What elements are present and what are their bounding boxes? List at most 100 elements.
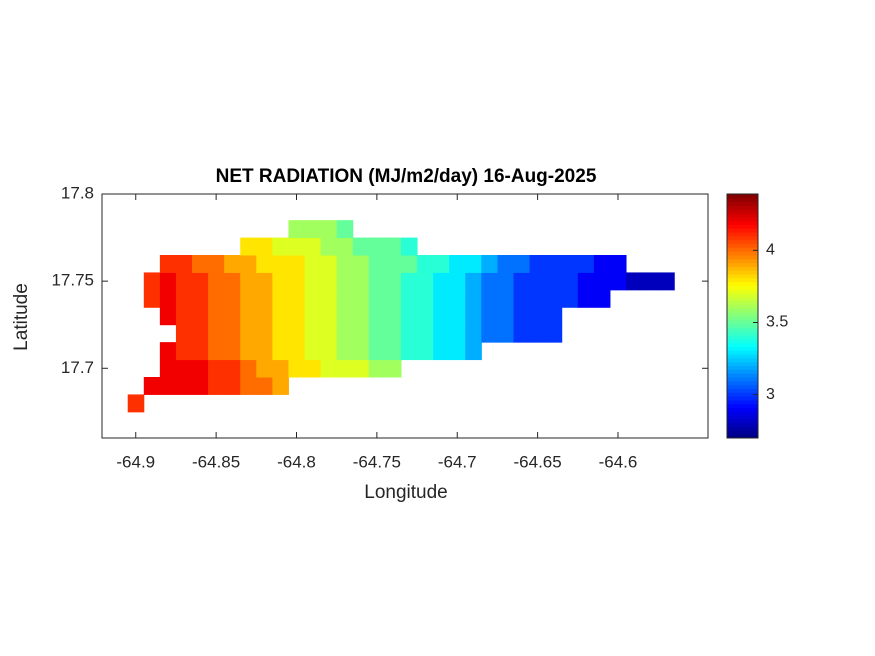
cell xyxy=(175,377,193,395)
cell xyxy=(545,324,563,343)
cell xyxy=(481,272,498,291)
cell xyxy=(384,272,402,291)
cell xyxy=(465,324,482,343)
colorbar-step xyxy=(727,373,758,378)
cell xyxy=(400,324,418,343)
cell xyxy=(400,255,418,273)
colorbar-step xyxy=(727,308,758,313)
colorbar xyxy=(727,194,758,439)
cell xyxy=(417,307,434,326)
colorbar-step xyxy=(727,293,758,298)
cell xyxy=(224,342,241,361)
cell xyxy=(513,255,531,273)
colorbar-step xyxy=(727,338,758,344)
cell xyxy=(224,359,241,378)
colorbar-step xyxy=(727,216,758,222)
cell xyxy=(175,359,193,378)
cell xyxy=(417,272,434,291)
cell xyxy=(417,289,434,308)
colorbar-step xyxy=(727,323,758,328)
cell xyxy=(320,289,338,308)
cell xyxy=(368,359,386,378)
colorbar-step xyxy=(727,194,758,199)
cell xyxy=(336,220,354,239)
cell xyxy=(240,324,257,343)
cell xyxy=(192,307,209,326)
cell xyxy=(449,272,466,291)
colorbar-step xyxy=(727,251,758,256)
cell xyxy=(224,272,241,291)
colorbar-step xyxy=(727,384,758,389)
cell xyxy=(175,289,193,308)
cell xyxy=(272,307,289,326)
cell xyxy=(433,289,450,308)
cell xyxy=(384,324,402,343)
colorbar-step xyxy=(727,224,758,229)
cell xyxy=(240,359,257,378)
cell xyxy=(159,359,177,378)
cell xyxy=(256,359,273,378)
x-tick-label: -64.75 xyxy=(353,452,401,471)
colorbar-step xyxy=(727,327,758,332)
cell xyxy=(658,272,675,291)
axes-box xyxy=(101,193,709,439)
cell xyxy=(529,307,547,326)
cell xyxy=(352,324,370,343)
cell xyxy=(384,307,402,326)
cell xyxy=(433,342,450,361)
colorbar-step xyxy=(727,335,758,340)
cell xyxy=(336,342,354,361)
cell xyxy=(465,289,482,308)
colorbar-step xyxy=(727,258,758,264)
colorbar-step xyxy=(727,319,758,325)
cell xyxy=(593,272,611,291)
cell xyxy=(368,237,386,256)
colorbar-step xyxy=(727,304,758,309)
cell xyxy=(577,255,595,273)
colorbar-step xyxy=(727,392,758,397)
cell xyxy=(272,324,289,343)
chart-title: NET RADIATION (MJ/m2/day) 16-Aug-2025 xyxy=(216,166,597,187)
colorbar-step xyxy=(727,243,758,248)
y-tick-label: 17.7 xyxy=(61,358,94,377)
cell xyxy=(127,394,145,413)
cell xyxy=(529,289,547,308)
cell xyxy=(304,289,322,308)
colorbar-step xyxy=(727,346,758,351)
cell xyxy=(513,289,531,308)
cell xyxy=(400,289,418,308)
cell xyxy=(400,307,418,326)
cell xyxy=(417,324,434,343)
cell xyxy=(256,342,273,361)
cell xyxy=(175,272,193,291)
cell xyxy=(208,342,225,361)
cell xyxy=(240,307,257,326)
colorbar-step xyxy=(727,361,758,367)
y-axis-label: Latitude xyxy=(11,283,32,351)
cell xyxy=(481,307,498,326)
x-tick-label: -64.9 xyxy=(116,452,155,471)
cell xyxy=(272,237,289,256)
cell xyxy=(288,342,306,361)
colorbar-step xyxy=(727,411,758,416)
cell xyxy=(384,237,402,256)
cell xyxy=(545,289,563,308)
cell xyxy=(352,255,370,273)
cell xyxy=(224,289,241,308)
cell xyxy=(304,272,322,291)
cell xyxy=(304,255,322,273)
cell xyxy=(288,359,306,378)
cell xyxy=(465,342,482,361)
colorbar-step xyxy=(727,277,758,283)
cell xyxy=(208,307,225,326)
x-tick-label: -64.85 xyxy=(192,452,240,471)
cell xyxy=(256,272,273,291)
cell xyxy=(368,307,386,326)
colorbar-step xyxy=(727,396,758,401)
cell xyxy=(224,324,241,343)
cell xyxy=(449,255,466,273)
cell xyxy=(400,272,418,291)
cell xyxy=(143,289,161,308)
cell xyxy=(465,307,482,326)
cell xyxy=(433,272,450,291)
